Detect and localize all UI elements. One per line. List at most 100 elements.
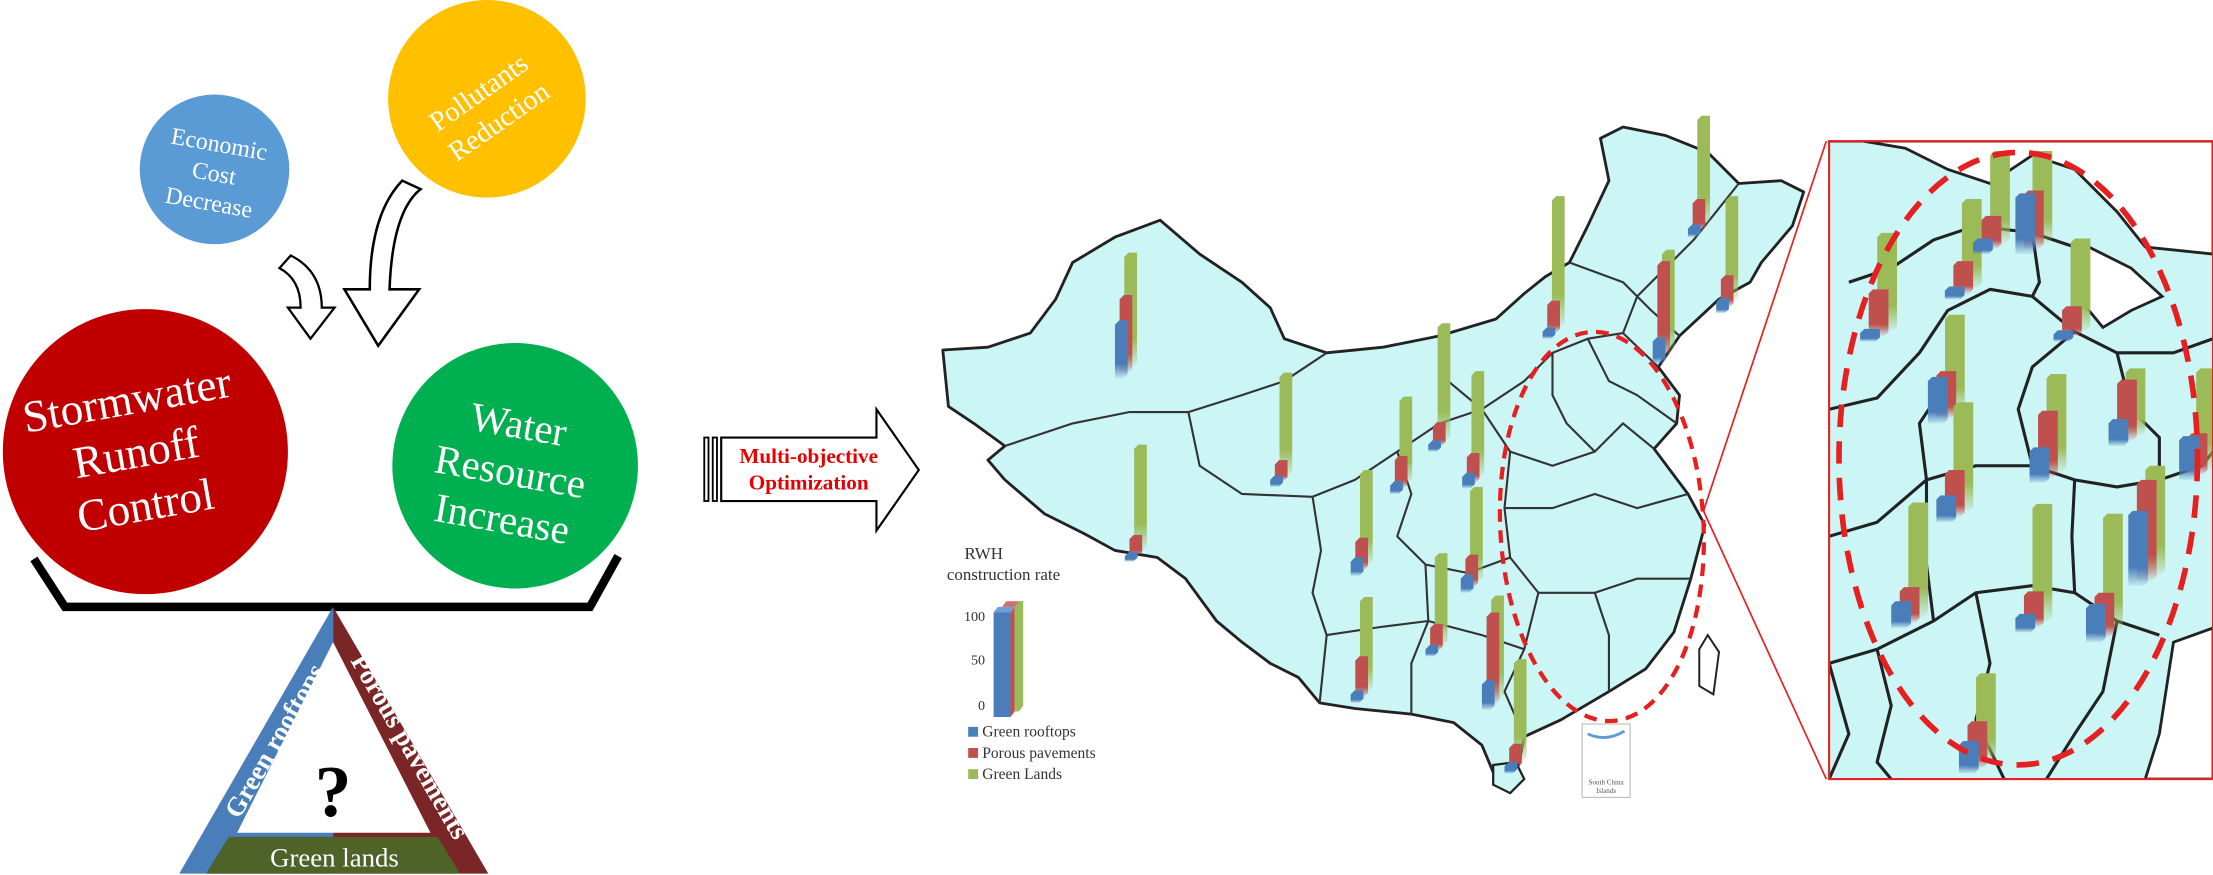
map-bar-groups [1114,115,1739,774]
optimization-arrow: Multi-objective Optimization [703,405,921,535]
bar-mark [1944,286,1965,300]
bar-group-icon [1270,372,1293,487]
bar-mark [1390,481,1403,494]
legend: RWH construction rate 100 50 0 Green roo… [947,544,1096,783]
green-lands-side [206,836,461,874]
bar-mark [1687,224,1701,238]
bar-group-icon [1124,444,1147,562]
legend-swatch [968,726,979,737]
bar-mark [1697,115,1710,226]
bar-group-icon [1504,659,1527,774]
bar-group-icon [2053,238,2091,342]
legend-item-label: Green rooftops [982,724,1075,741]
bar-mark [1114,320,1128,379]
bar-mark [1425,644,1439,657]
legend-item-label: Porous pavements [982,745,1095,762]
bar-mark [2179,436,2199,480]
highlight-ellipse [1497,329,1706,724]
bar-mark [2062,306,2082,336]
bar-mark [1652,337,1666,365]
bar-mark [1509,743,1522,768]
bar-mark [1936,495,1957,523]
bar-mark [1434,553,1448,645]
bar-mark [1471,371,1485,478]
bar-mark [1953,261,1974,294]
zoom-line-bottom [1702,510,1828,780]
legend-bars [993,601,1024,717]
water-resource-label: WaterResourceIncrease [423,389,597,554]
zoom-bar-groups [1860,151,2213,774]
bar-mark [1973,238,1993,255]
bar-group-icon [1460,486,1483,593]
bar-group-icon [1114,252,1137,379]
stormwater-circle [2,309,288,595]
legend-swatch [968,769,979,780]
bar-mark [1432,421,1446,446]
bar-group-icon [1462,371,1485,489]
bar-group-icon [2029,374,2067,483]
bar-mark [1657,261,1671,359]
bar-group-icon [2085,513,2123,643]
bar-mark [2053,330,2074,342]
bar-mark [1350,557,1364,576]
bar-group-icon [1927,314,1965,424]
small-hollow-arrow-icon [277,254,337,341]
bar-mark [1129,534,1143,557]
bar-mark [2128,510,2149,586]
bar-mark [1716,297,1729,314]
legend-title-1: RWH [964,544,1003,563]
bar-mark [2029,447,2050,483]
legend-item-label: Green Lands [982,766,1062,783]
triangle-center [237,642,431,833]
bar-mark [1481,680,1495,710]
bar-mark [1279,372,1293,476]
right-arrow-icon [720,405,921,535]
bar-mark [1350,690,1364,703]
bar-group-icon [1425,553,1448,657]
question-mark: ? [315,751,352,832]
inset-label-1: South China [1589,779,1625,787]
balance-beam [30,554,622,612]
bar-group-icon [1891,502,1929,629]
arrow-label-line1: Multi-objective [739,444,878,468]
bar-mark [1462,472,1475,489]
legend-tick-100: 100 [964,609,985,625]
green-lands-label: Green lands [270,843,399,873]
bar-mark [1513,659,1527,763]
bar-group-icon [1936,402,1974,523]
economic-cost-circle [139,94,290,245]
bar-mark [1547,300,1560,334]
balance-concept: EconomicCostDecrease PollutantsReduction… [2,0,638,874]
bar-group-icon [1652,249,1675,365]
bar-mark [1134,444,1147,551]
bar-mark [1927,376,1948,424]
china-outline [941,125,1806,781]
bar-mark [1394,455,1408,489]
bar-group-icon [2108,368,2146,446]
zoom-line-top [1702,140,1828,512]
taiwan-island [1698,633,1721,697]
bar-mark [1124,551,1138,562]
bar-group-icon [1716,196,1739,314]
bar-group-icon [1390,396,1413,494]
bar-group-icon [1350,597,1373,703]
zoom-panel [1828,140,2213,781]
bar-mark [2015,613,2036,633]
bar-mark [1430,623,1443,651]
bar-mark [1428,440,1441,452]
bar-mark [1551,196,1565,328]
bar-mark [1542,327,1556,339]
large-hollow-arrow-icon [342,179,423,349]
bar-group-icon [1481,595,1504,710]
bar-group-icon [1860,232,1897,342]
svg-text:WaterResourceIncrease: WaterResourceIncrease [423,389,597,554]
bar-mark [1437,323,1451,441]
legend-tick-0: 0 [978,698,985,714]
legend-tick-50: 50 [971,653,985,669]
bar-mark [2015,193,2036,255]
china-map: South China Islands [941,115,1828,798]
legend-items: Green rooftops Porous pavements Green Land… [968,724,1096,783]
bar-mark [1355,656,1369,698]
